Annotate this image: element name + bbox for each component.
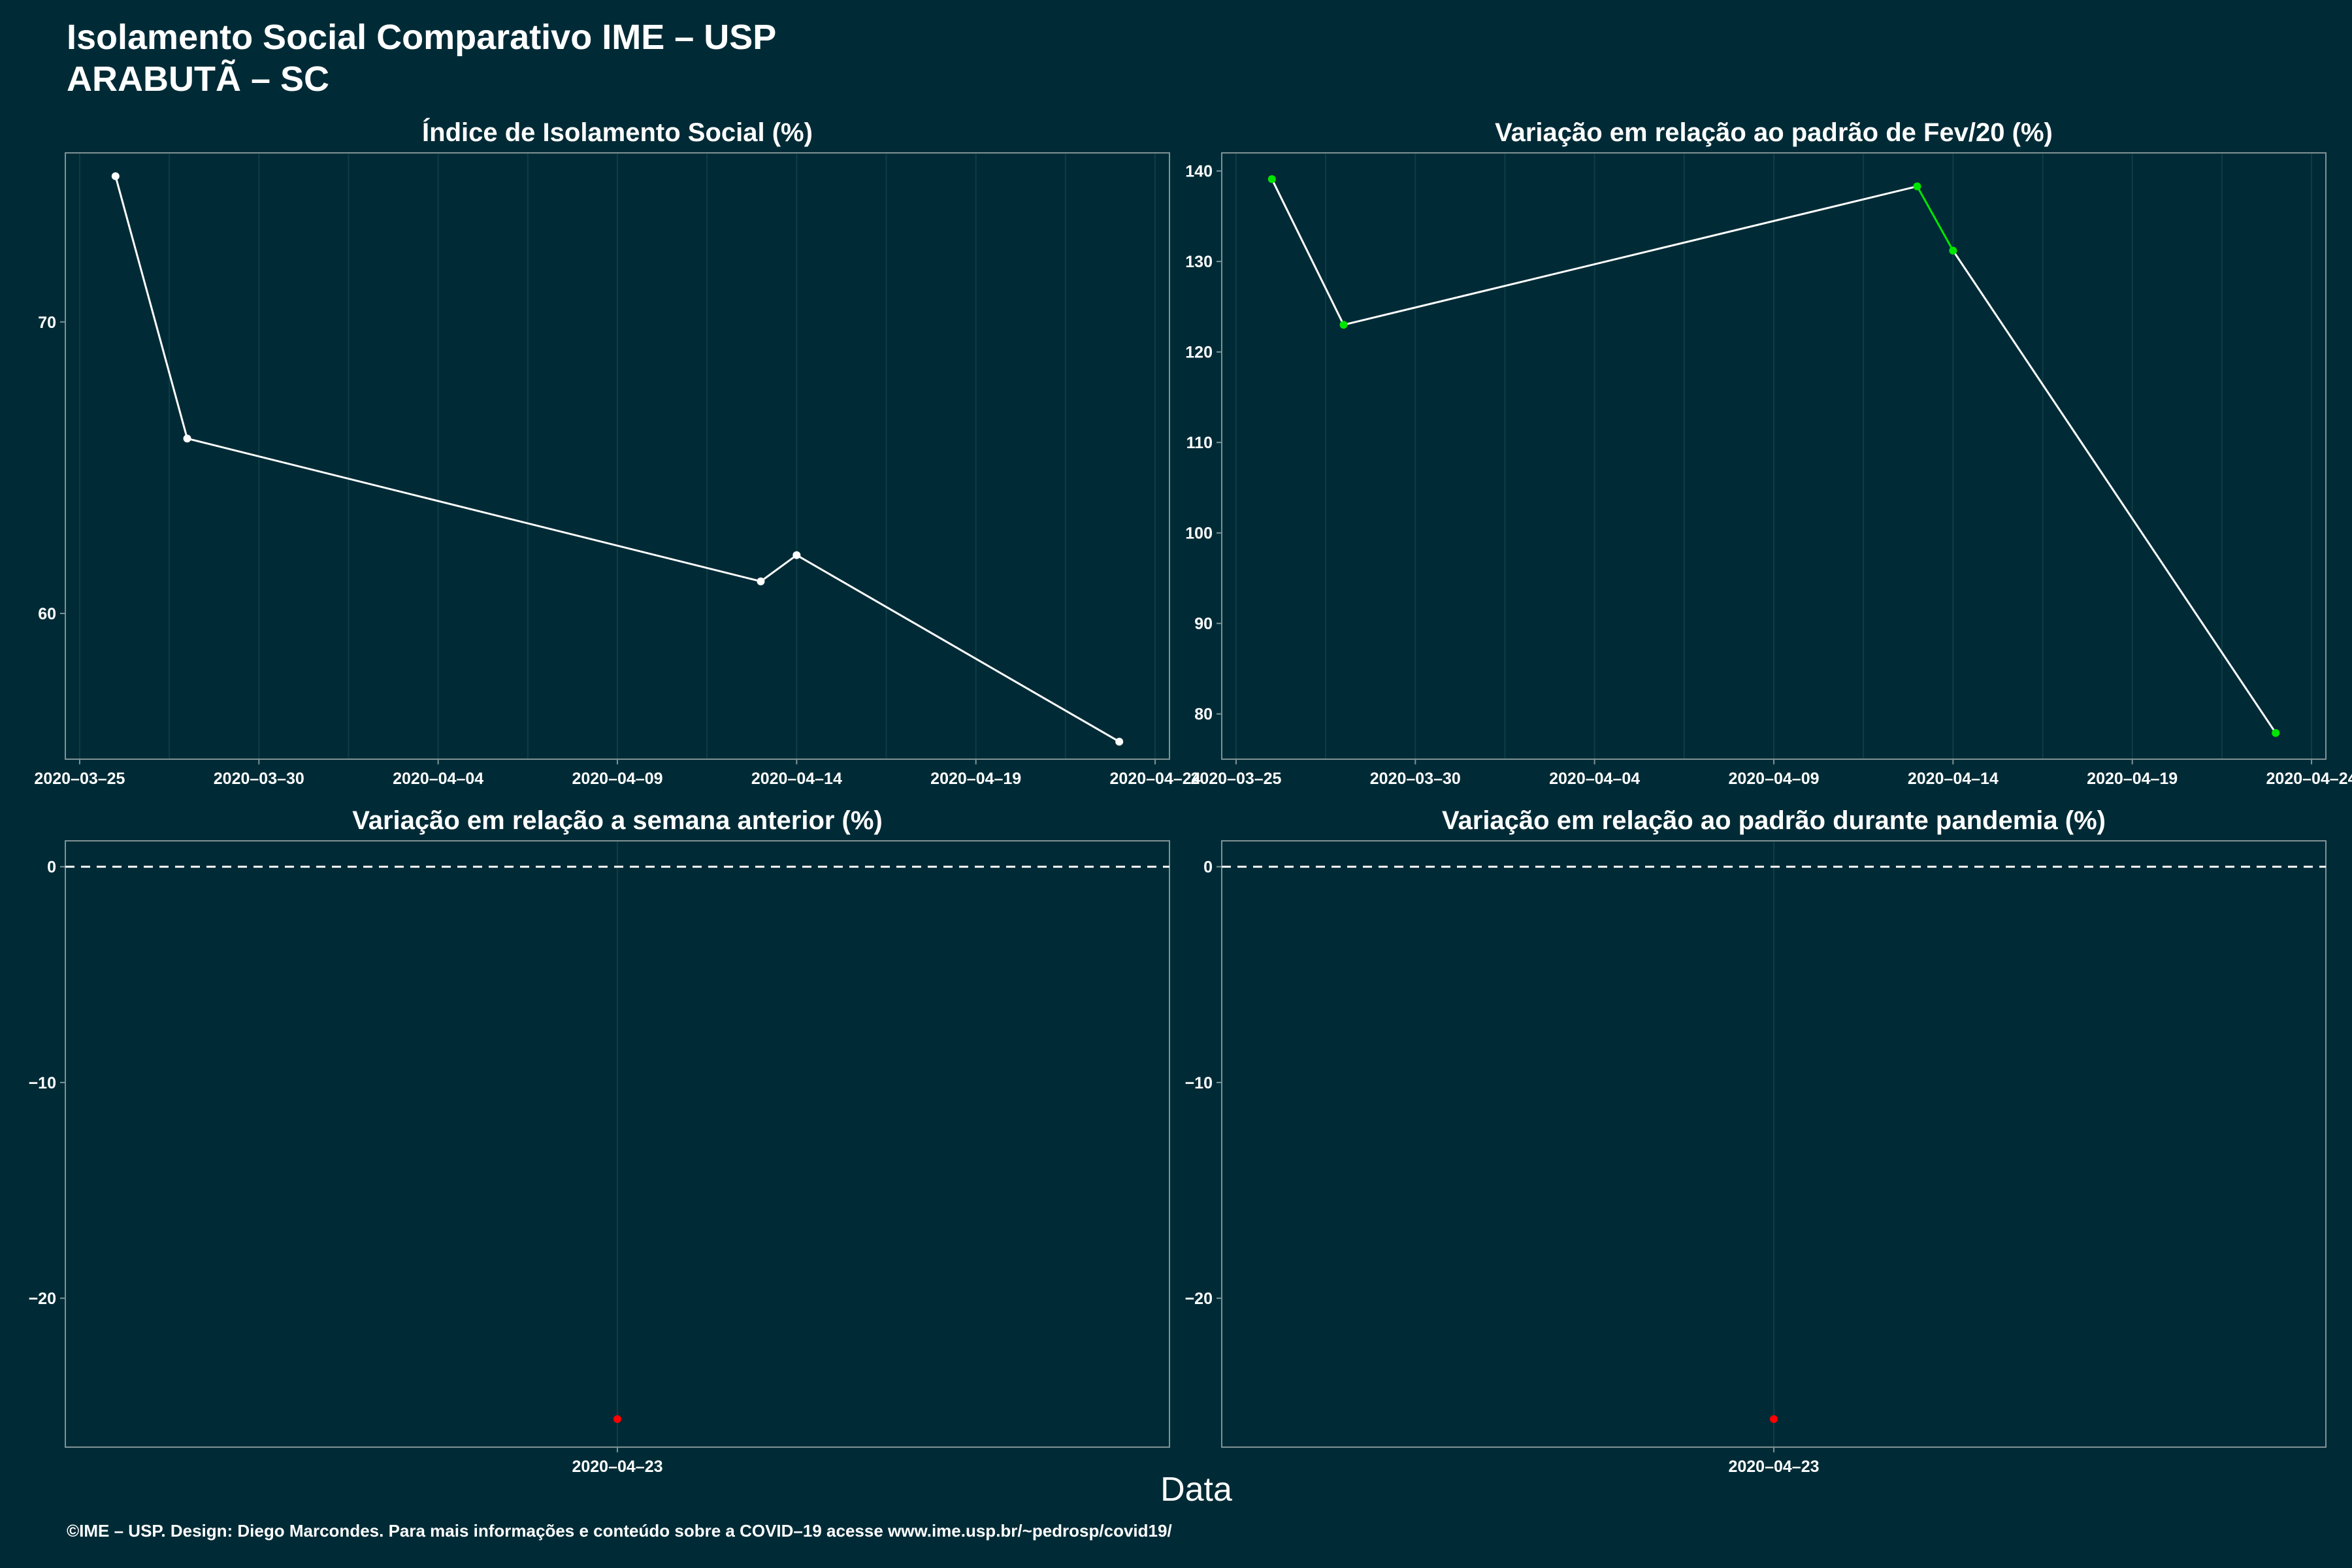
x-tick-label: 2020–04–14: [1908, 770, 1999, 788]
y-tick-label: 0: [1203, 858, 1213, 877]
series-line-segment: [1271, 178, 1345, 325]
data-point: [792, 551, 801, 559]
data-point: [1913, 182, 1921, 191]
panel-title: Variação em relação ao padrão durante pa…: [1442, 806, 2106, 835]
data-point: [1267, 175, 1276, 184]
page-title: Isolamento Social Comparativo IME – USP: [67, 18, 777, 57]
data-point: [1770, 1415, 1778, 1424]
data-point: [183, 434, 191, 443]
panel-title: Índice de Isolamento Social (%): [422, 118, 813, 147]
data-point: [1339, 321, 1348, 329]
x-tick-label: 2020–04–24: [2266, 770, 2352, 788]
page-subtitle: ARABUTÃ – SC: [67, 59, 330, 99]
y-tick-label: 60: [38, 605, 56, 623]
y-tick-label: 0: [47, 858, 56, 877]
x-tick-label: 2020–04–24: [1110, 770, 1201, 788]
x-tick-label: 2020–04–09: [1728, 770, 1819, 788]
y-tick-label: 110: [1186, 434, 1213, 452]
y-tick-label: −10: [1185, 1074, 1213, 1092]
data-point: [1115, 738, 1124, 746]
footer-credits: ©IME – USP. Design: Diego Marcondes. Par…: [67, 1521, 1172, 1541]
chart-panel-2: Variação em relação ao padrão de Fev/20 …: [1185, 118, 2352, 788]
series-line-segment: [1952, 250, 2277, 734]
x-tick-label: 2020–03–30: [1370, 770, 1461, 788]
series-line-segment: [1916, 186, 1954, 252]
panel-title: Variação em relação ao padrão de Fev/20 …: [1495, 118, 2053, 147]
chart-panel-3: Variação em relação a semana anterior (%…: [29, 806, 1170, 1476]
x-tick-label: 2020–03–25: [34, 770, 125, 788]
y-tick-label: −10: [29, 1074, 56, 1092]
y-tick-label: 90: [1194, 615, 1213, 633]
series-line-segment: [760, 554, 798, 583]
y-tick-label: −20: [1185, 1290, 1213, 1308]
chart-panel-1: Índice de Isolamento Social (%) 60 70 2020–…: [34, 118, 1200, 788]
series-line-segment: [1343, 185, 1918, 326]
y-tick-label: −20: [29, 1290, 56, 1308]
chart-panel-4: Variação em relação ao padrão durante pa…: [1185, 806, 2327, 1476]
x-tick-label: 2020–04–23: [1728, 1458, 1819, 1476]
y-tick-label: 100: [1185, 525, 1213, 543]
y-tick-label: 70: [38, 314, 56, 332]
x-tick-label: 2020–04–09: [572, 770, 662, 788]
x-tick-label: 2020–03–30: [214, 770, 304, 788]
series-line-segment: [187, 437, 761, 583]
x-tick-label: 2020–04–04: [1549, 770, 1640, 788]
y-tick-label: 140: [1185, 163, 1213, 181]
data-point: [1949, 246, 1957, 255]
y-tick-label: 120: [1185, 344, 1213, 362]
series-line-segment: [796, 554, 1120, 743]
x-tick-label: 2020–04–19: [2087, 770, 2178, 788]
x-tick-label: 2020–04–23: [572, 1458, 662, 1476]
x-tick-label: 2020–04–19: [930, 770, 1021, 788]
panel-title: Variação em relação a semana anterior (%…: [352, 806, 883, 835]
data-point: [613, 1415, 621, 1424]
x-tick-label: 2020–04–04: [393, 770, 483, 788]
data-point: [757, 577, 765, 585]
data-point: [111, 172, 120, 180]
series-line-segment: [114, 176, 189, 439]
y-tick-label: 130: [1185, 253, 1213, 271]
x-tick-label: 2020–04–14: [751, 770, 842, 788]
y-tick-label: 80: [1194, 706, 1213, 724]
x-axis-label: Data: [1160, 1471, 1232, 1509]
x-tick-label: 2020–03–25: [1190, 770, 1281, 788]
data-point: [2272, 728, 2280, 737]
